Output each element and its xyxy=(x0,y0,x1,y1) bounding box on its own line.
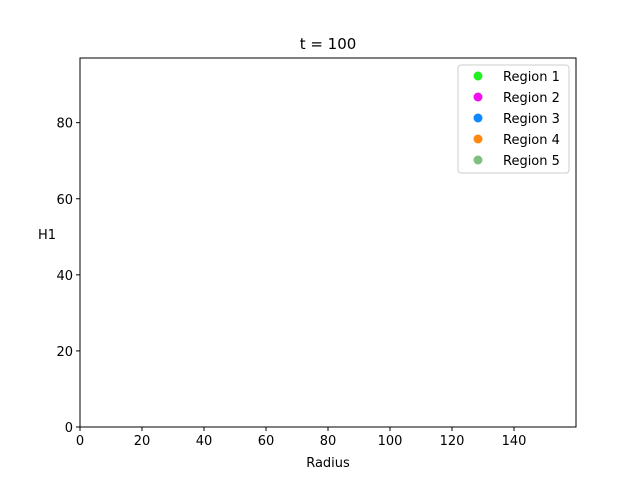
legend-marker xyxy=(473,134,483,144)
x-tick-label: 80 xyxy=(320,434,337,449)
x-tick-label: 40 xyxy=(196,434,213,449)
x-tick-label: 0 xyxy=(76,434,84,449)
legend-label: Region 2 xyxy=(503,91,560,106)
legend-marker xyxy=(473,113,483,123)
legend: Region 1 Region 2 Region 3 Region 4 Region 5 xyxy=(457,64,570,174)
y-tick-label: 20 xyxy=(56,345,73,360)
x-axis-label: Radius xyxy=(306,456,350,471)
legend-label: Region 1 xyxy=(503,70,560,85)
x-axis-ticks: 0 20 40 60 80 100 120 140 xyxy=(76,427,527,449)
x-tick-label: 120 xyxy=(440,434,465,449)
legend-marker xyxy=(473,71,483,81)
legend-label: Region 5 xyxy=(503,154,560,169)
y-axis-ticks: 0 20 40 60 80 xyxy=(56,117,80,436)
x-tick-label: 100 xyxy=(378,434,403,449)
y-tick-label: 60 xyxy=(56,193,73,208)
legend-marker xyxy=(473,92,483,102)
legend-label: Region 3 xyxy=(503,112,560,127)
legend-marker xyxy=(473,155,483,165)
y-axis-label: H1 xyxy=(38,228,56,243)
x-tick-label: 60 xyxy=(258,434,275,449)
legend-box xyxy=(457,64,570,174)
y-tick-label: 40 xyxy=(56,269,73,284)
y-tick-label: 80 xyxy=(56,117,73,132)
y-tick-label: 0 xyxy=(65,421,73,436)
legend-label: Region 4 xyxy=(503,133,560,148)
x-tick-label: 20 xyxy=(134,434,151,449)
chart-title: t = 100 xyxy=(300,35,357,53)
x-tick-label: 140 xyxy=(502,434,527,449)
